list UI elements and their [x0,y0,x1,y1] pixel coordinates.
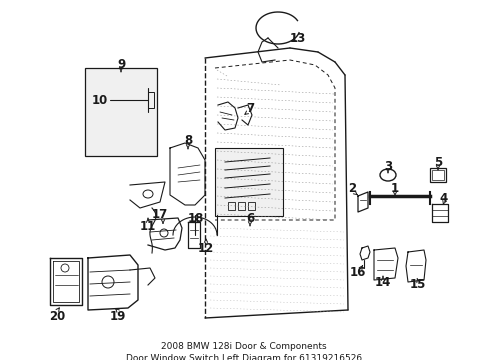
Text: 1: 1 [390,183,398,195]
Bar [85,68,157,156]
Text: 4: 4 [439,192,447,204]
Text: 8: 8 [183,135,192,148]
Text: 6: 6 [245,211,254,225]
Bar [238,202,244,210]
Text: 10: 10 [92,94,108,107]
Text: 7: 7 [245,102,254,114]
Text: 2008 BMW 128i Door & Components
Door Window Switch Left Diagram for 61319216526: 2008 BMW 128i Door & Components Door Win… [126,342,361,360]
Text: 12: 12 [198,242,214,255]
Bar [247,202,254,210]
Bar [215,148,283,216]
Text: 3: 3 [383,159,391,172]
Text: 20: 20 [49,310,65,323]
Text: 18: 18 [187,211,204,225]
Text: 13: 13 [289,31,305,45]
Text: 16: 16 [349,266,366,279]
Bar [431,170,443,180]
Text: 2: 2 [347,181,355,194]
Text: 19: 19 [110,310,126,323]
Text: 17: 17 [152,208,168,221]
Text: 14: 14 [374,276,390,289]
Text: 11: 11 [140,220,156,233]
Text: 9: 9 [117,58,125,71]
Bar [148,92,154,108]
Text: 15: 15 [409,279,426,292]
Bar [429,168,445,182]
Bar [227,202,235,210]
Text: 5: 5 [433,156,441,168]
